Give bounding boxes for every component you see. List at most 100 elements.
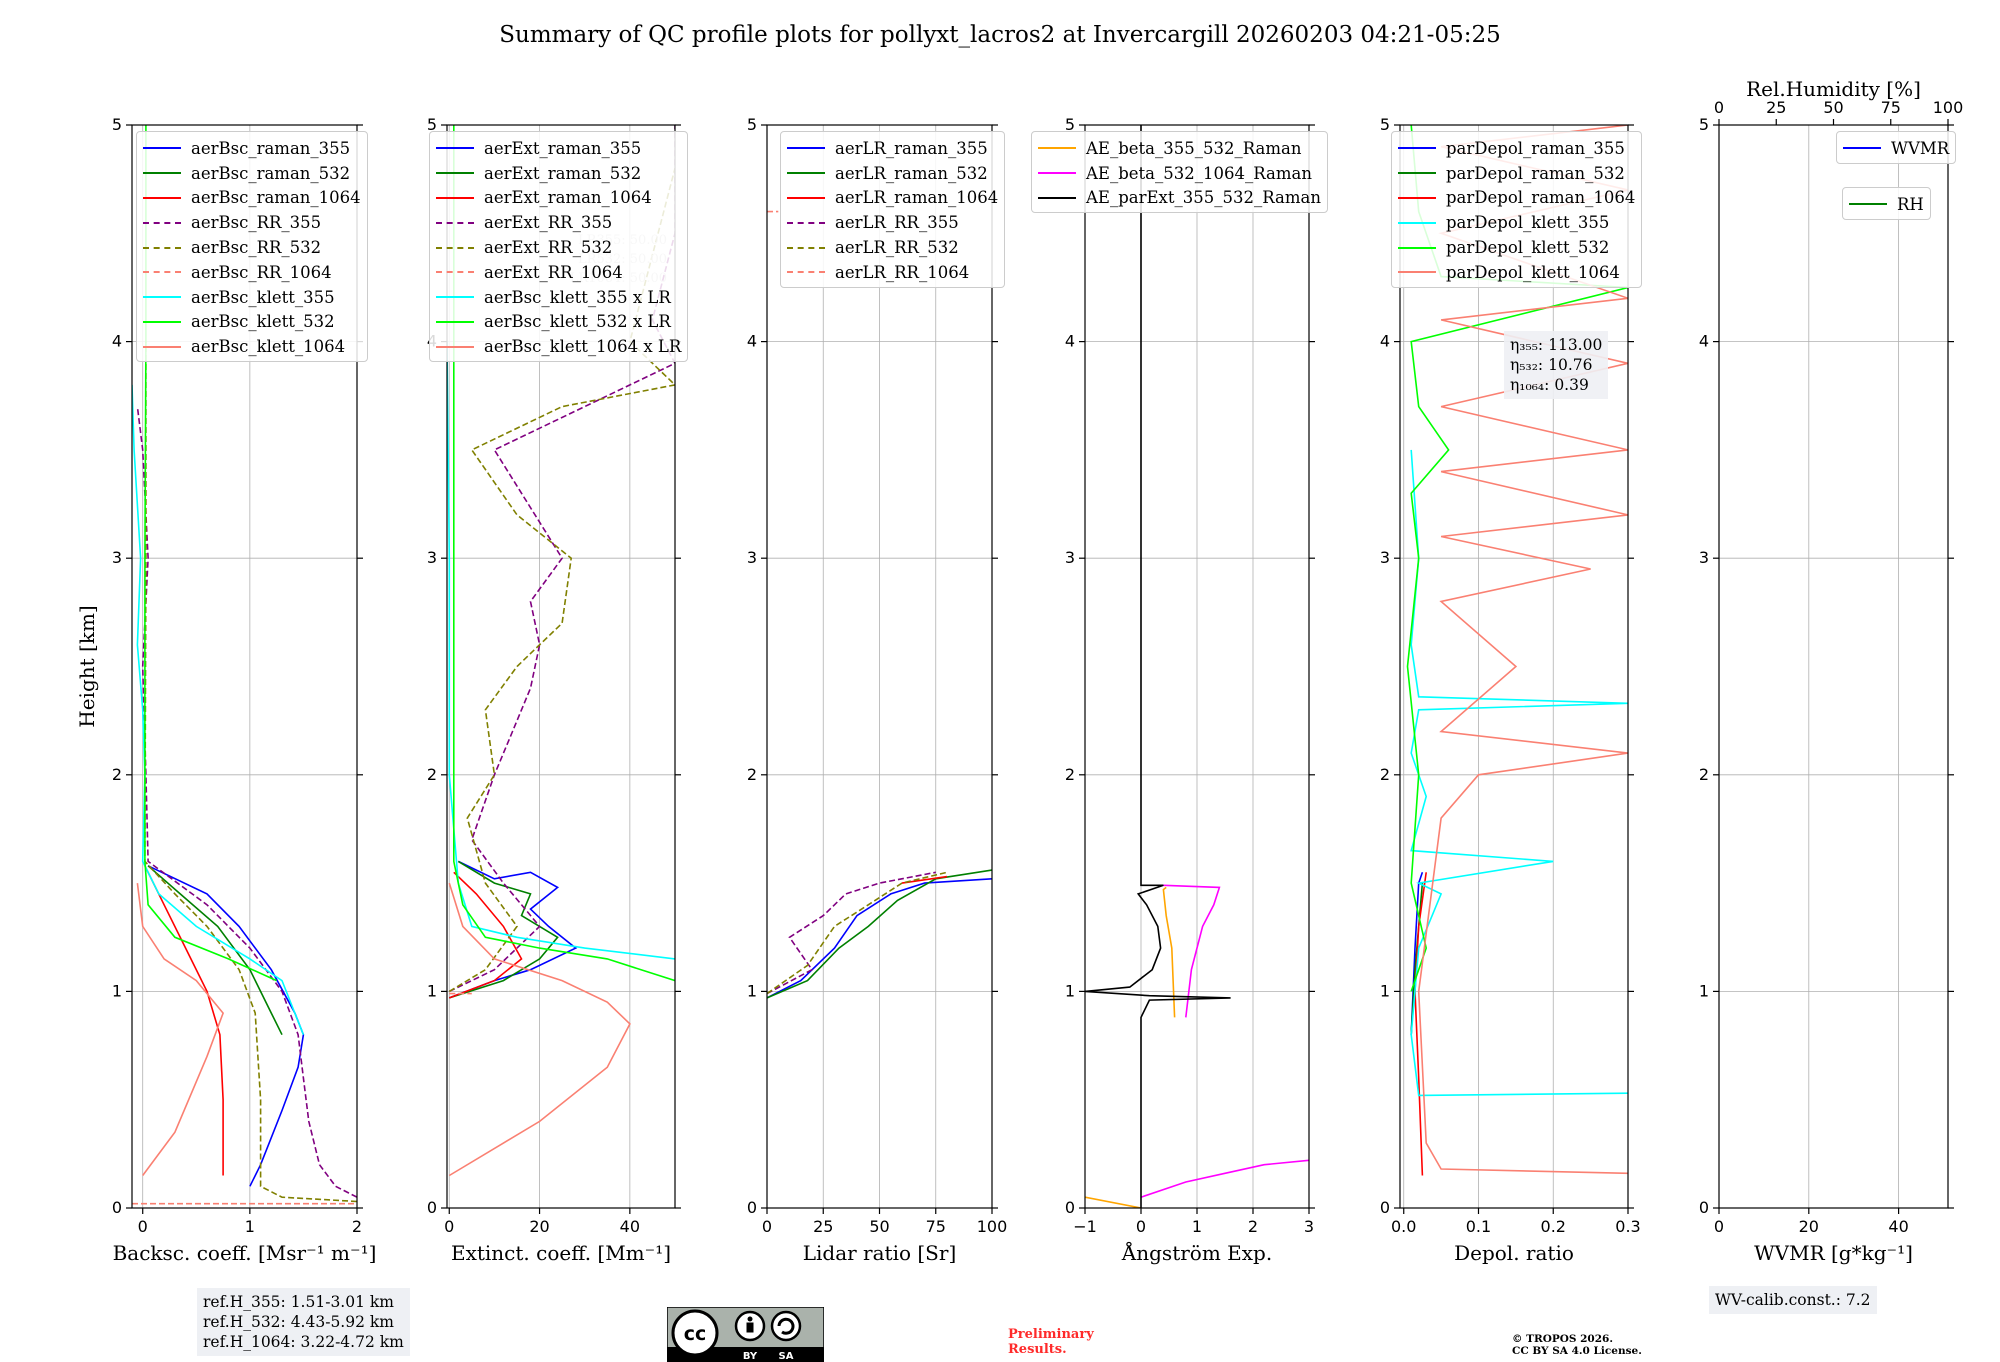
y-tick-label: 0 [1380,1198,1390,1217]
axes-frame [1718,124,1949,1209]
y-tick-label: 2 [427,765,437,784]
legend-entry: aerExt_RR_532 [436,235,681,260]
series-aerBsc_RR_532 [144,341,357,1203]
legend-label: aerBsc_klett_1064 x LR [484,337,682,357]
legend-label: AE_beta_532_1064_Raman [1086,163,1312,183]
series-parDepol_klett_355 [1410,449,1628,1097]
copyright-line-1: © TROPOS 2026. [1512,1333,1614,1345]
legend-label: aerLR_raman_355 [835,138,988,158]
legend-swatch [787,147,825,150]
x-tick-label: 3 [1304,1217,1314,1236]
legend-entry: aerBsc_RR_532 [143,235,361,260]
legend-label: parDepol_klett_355 [1446,213,1610,233]
legend-entry: aerLR_RR_532 [787,235,998,260]
series-AE_parExt_355_532_Raman [1085,125,1231,1208]
y-tick-label: 1 [427,981,437,1000]
legend-label: AE_parExt_355_532_Raman [1086,188,1321,208]
legend-swatch [436,296,474,299]
legend-entry: aerLR_raman_1064 [787,186,998,211]
legend-swatch [143,320,181,323]
series-aerBsc_klett_532 x LR [453,125,675,982]
cc-logo-sa-text: SA [779,1351,794,1362]
y-tick-label: 3 [1065,548,1075,567]
legend-label: aerBsc_RR_1064 [191,262,332,282]
legend-entry: parDepol_klett_1064 [1398,260,1635,285]
legend-label: aerExt_raman_1064 [484,188,652,208]
legend-entry: aerBsc_raman_532 [143,161,361,186]
y-tick-label: 5 [747,115,757,134]
y-tick-label: 3 [747,548,757,567]
x-tick-label: 1 [245,1217,255,1236]
legend-entry: AE_beta_355_532_Raman [1038,136,1321,161]
legend-entry: aerBsc_klett_1064 x LR [436,334,681,359]
series-aerExt_RR_532 [448,168,675,993]
legend-entry: parDepol_raman_355 [1398,136,1635,161]
x-tick-label: 20 [529,1217,549,1236]
legend-backscatter: aerBsc_raman_355 aerBsc_raman_532 aerBsc_r… [136,131,368,363]
legend-swatch [1843,147,1881,150]
y-tick-label: 4 [1699,332,1709,351]
y-tick-label: 2 [747,765,757,784]
legend-label: aerBsc_klett_355 [191,287,335,307]
legend-label: aerExt_RR_532 [484,238,613,258]
legend-entry: aerExt_RR_1064 [436,260,681,285]
legend-entry: aerExt_raman_1064 [436,186,681,211]
legend-swatch [436,271,474,274]
y-tick-label: 2 [1699,765,1709,784]
legend-swatch [1398,196,1436,199]
series-aerExt_raman_355 [449,860,578,999]
legend-label: aerExt_RR_1064 [484,262,623,282]
legend-entry: aerBsc_klett_532 x LR [436,310,681,335]
legend-entry: aerExt_RR_355 [436,210,681,235]
y-tick-label: 3 [1699,548,1709,567]
legend-lidar-ratio: aerLR_raman_355 aerLR_raman_532 aerLR_rama… [780,131,1006,288]
legend-entry: aerBsc_raman_1064 [143,186,361,211]
axes-frame [1399,124,1629,1209]
legend-label: aerBsc_raman_532 [191,163,351,183]
refh-1064: ref.H_1064: 3.22-4.72 km [203,1333,404,1351]
y-tick-label: 4 [747,332,757,351]
legend-entry: aerExt_raman_355 [436,136,681,161]
y-tick-label: 0 [1065,1198,1075,1217]
legend-swatch [143,147,181,150]
series-aerLR_RR_532 [767,871,948,995]
legend-swatch [1398,271,1436,274]
x-tick-label: 2 [352,1217,362,1236]
legend-label: parDepol_raman_532 [1446,163,1625,183]
legend-entry: aerLR_raman_355 [787,136,998,161]
series-aerBsc_raman_1064 [144,865,224,1176]
copyright-note: © TROPOS 2026. CC BY SA 4.0 License. [1512,1333,1642,1357]
series-aerBsc_klett_355 [132,384,305,1035]
x-axis-label: Ångström Exp. [1121,1240,1272,1265]
legend-extinction: aerExt_raman_355 aerExt_raman_532 aerExt_r… [429,131,689,363]
legend-swatch [143,221,181,224]
legend-swatch [1398,172,1436,175]
legend-label: parDepol_raman_355 [1446,138,1625,158]
y-tick-label: 0 [427,1198,437,1217]
legend-wvmr: WVMR [1836,131,1957,164]
legend-label: AE_beta_355_532_Raman [1086,138,1302,158]
legend-label: aerExt_raman_355 [484,138,642,158]
series-AE_beta_355_532_Raman [1085,1196,1142,1208]
x-tick-label: 0 [444,1217,454,1236]
eta532-value: 10.76 [1548,356,1593,374]
legend-entry: parDepol_raman_1064 [1398,186,1635,211]
axes-frame [131,124,358,1209]
eta355-value: 113.00 [1548,336,1603,354]
x-axis-label: Depol. ratio [1454,1241,1574,1265]
legend-label: aerLR_raman_1064 [835,188,999,208]
cc-by-sa-logo: cc BY SA [667,1307,824,1362]
legend-entry: aerBsc_klett_355 x LR [436,285,681,310]
wv-calib-box: WV-calib.const.: 7.2 [1709,1286,1877,1314]
legend-label: aerExt_raman_532 [484,163,642,183]
legend-label: aerExt_RR_355 [484,213,613,233]
y-tick-label: 5 [1699,115,1709,134]
eta1064-value: 0.39 [1554,376,1589,394]
series-AE_beta_532_1064_Raman [1140,1159,1309,1198]
legend-swatch [787,271,825,274]
refh-355: ref.H_355: 1.51-3.01 km [203,1293,394,1311]
panel-bsc: 0 1 2 0 1 2 3 4 5 Backsc. coeff. [Msr⁻¹ m⁻¹] Heigh… [75,115,376,1265]
x-tick-label: 0 [1714,1217,1724,1236]
x-tick-label: 0.1 [1466,1217,1491,1236]
